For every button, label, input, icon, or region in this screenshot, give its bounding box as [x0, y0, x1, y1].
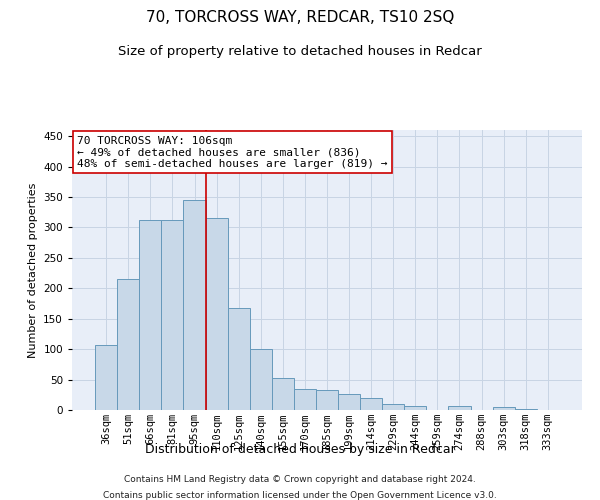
Text: Contains public sector information licensed under the Open Government Licence v3: Contains public sector information licen…: [103, 490, 497, 500]
Bar: [316, 390, 338, 410]
Bar: [404, 406, 427, 410]
Y-axis label: Number of detached properties: Number of detached properties: [28, 182, 38, 358]
Text: Contains HM Land Registry data © Crown copyright and database right 2024.: Contains HM Land Registry data © Crown c…: [124, 476, 476, 484]
Bar: [448, 406, 470, 410]
Text: 70 TORCROSS WAY: 106sqm
← 49% of detached houses are smaller (836)
48% of semi-d: 70 TORCROSS WAY: 106sqm ← 49% of detache…: [77, 136, 388, 169]
Bar: [294, 388, 316, 410]
Bar: [117, 279, 139, 410]
Bar: [184, 200, 206, 410]
Text: 70, TORCROSS WAY, REDCAR, TS10 2SQ: 70, TORCROSS WAY, REDCAR, TS10 2SQ: [146, 10, 454, 25]
Bar: [206, 218, 227, 410]
Text: Size of property relative to detached houses in Redcar: Size of property relative to detached ho…: [118, 45, 482, 58]
Bar: [139, 220, 161, 410]
Bar: [515, 409, 537, 410]
Bar: [161, 220, 184, 410]
Bar: [227, 308, 250, 410]
Bar: [250, 349, 272, 410]
Bar: [382, 404, 404, 410]
Bar: [493, 407, 515, 410]
Bar: [360, 398, 382, 410]
Text: Distribution of detached houses by size in Redcar: Distribution of detached houses by size …: [145, 444, 455, 456]
Bar: [338, 394, 360, 410]
Bar: [95, 345, 117, 410]
Bar: [272, 378, 294, 410]
